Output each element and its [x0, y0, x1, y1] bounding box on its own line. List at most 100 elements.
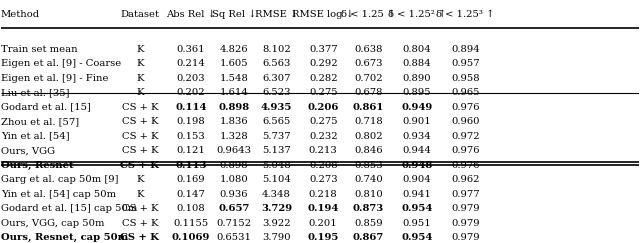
- Text: 0.898: 0.898: [220, 161, 248, 170]
- Text: 0.962: 0.962: [451, 175, 480, 184]
- Text: CS + K: CS + K: [122, 219, 158, 228]
- Text: Eigen et al. [9] - Fine: Eigen et al. [9] - Fine: [1, 74, 108, 83]
- Text: Godard et al. [15] cap 50m: Godard et al. [15] cap 50m: [1, 204, 137, 213]
- Text: K: K: [136, 175, 143, 184]
- Text: 0.9643: 0.9643: [216, 146, 252, 155]
- Text: 4.935: 4.935: [261, 103, 292, 112]
- Text: 0.951: 0.951: [403, 219, 431, 228]
- Text: 0.904: 0.904: [403, 175, 431, 184]
- Text: 0.901: 0.901: [403, 117, 431, 126]
- Text: Ours, Resnet, cap 50m: Ours, Resnet, cap 50m: [1, 233, 128, 242]
- Text: 0.802: 0.802: [354, 132, 383, 141]
- Text: K: K: [136, 74, 143, 83]
- Text: 0.977: 0.977: [451, 190, 480, 199]
- Text: 6.523: 6.523: [262, 88, 291, 97]
- Text: δ < 1.25 ↑: δ < 1.25 ↑: [341, 10, 396, 19]
- Text: 0.673: 0.673: [355, 59, 383, 68]
- Text: 0.1155: 0.1155: [173, 219, 209, 228]
- Text: 0.153: 0.153: [177, 132, 205, 141]
- Text: CS + K: CS + K: [120, 161, 159, 170]
- Text: 0.121: 0.121: [177, 146, 205, 155]
- Text: Yin et al. [54] cap 50m: Yin et al. [54] cap 50m: [1, 190, 116, 199]
- Text: 0.108: 0.108: [177, 204, 205, 213]
- Text: 0.275: 0.275: [309, 88, 337, 97]
- Text: 0.894: 0.894: [451, 45, 480, 54]
- Text: 0.114: 0.114: [175, 103, 207, 112]
- Text: 1.080: 1.080: [220, 175, 248, 184]
- Text: Garg et al. cap 50m [9]: Garg et al. cap 50m [9]: [1, 175, 118, 184]
- Text: 6.565: 6.565: [262, 117, 291, 126]
- Text: 6.563: 6.563: [262, 59, 291, 68]
- Text: 0.377: 0.377: [309, 45, 337, 54]
- Text: 0.275: 0.275: [309, 117, 337, 126]
- Text: 0.867: 0.867: [353, 233, 384, 242]
- Text: 0.213: 0.213: [309, 146, 337, 155]
- Text: 0.194: 0.194: [307, 204, 339, 213]
- Text: 4.826: 4.826: [220, 45, 248, 54]
- Text: K: K: [136, 59, 143, 68]
- Text: 8.102: 8.102: [262, 45, 291, 54]
- Text: Train set mean: Train set mean: [1, 45, 77, 54]
- Text: 0.960: 0.960: [451, 117, 480, 126]
- Text: Method: Method: [1, 10, 40, 19]
- Text: K: K: [136, 45, 143, 54]
- Text: CS + K: CS + K: [122, 132, 158, 141]
- Text: Sq Rel ↓: Sq Rel ↓: [212, 10, 256, 19]
- Text: 0.292: 0.292: [309, 59, 337, 68]
- Text: 0.740: 0.740: [354, 175, 383, 184]
- Text: 0.944: 0.944: [403, 146, 431, 155]
- Text: 0.859: 0.859: [354, 219, 383, 228]
- Text: 5.104: 5.104: [262, 175, 291, 184]
- Text: Abs Rel ↓: Abs Rel ↓: [166, 10, 216, 19]
- Text: 1.328: 1.328: [220, 132, 248, 141]
- Text: CS + K: CS + K: [122, 103, 158, 112]
- Text: 0.202: 0.202: [177, 88, 205, 97]
- Text: 4.348: 4.348: [262, 190, 291, 199]
- Text: 0.208: 0.208: [309, 161, 337, 170]
- Text: 0.936: 0.936: [220, 190, 248, 199]
- Text: 1.614: 1.614: [220, 88, 248, 97]
- Text: 0.6531: 0.6531: [216, 233, 252, 242]
- Text: 0.976: 0.976: [451, 146, 480, 155]
- Text: 0.934: 0.934: [403, 132, 431, 141]
- Text: 0.979: 0.979: [451, 219, 480, 228]
- Text: Dataset: Dataset: [120, 10, 159, 19]
- Text: 0.976: 0.976: [451, 103, 480, 112]
- Text: 0.941: 0.941: [403, 190, 431, 199]
- Text: 0.810: 0.810: [354, 190, 383, 199]
- Text: 0.113: 0.113: [175, 161, 207, 170]
- Text: 0.957: 0.957: [451, 59, 480, 68]
- Text: 0.198: 0.198: [177, 117, 205, 126]
- Text: CS + K: CS + K: [122, 146, 158, 155]
- Text: RMSE ↓: RMSE ↓: [255, 10, 298, 19]
- Text: 0.853: 0.853: [354, 161, 383, 170]
- Text: K: K: [136, 88, 143, 97]
- Text: 0.206: 0.206: [307, 103, 339, 112]
- Text: Godard et al. [15]: Godard et al. [15]: [1, 103, 91, 112]
- Text: 0.972: 0.972: [451, 132, 480, 141]
- Text: 1.605: 1.605: [220, 59, 248, 68]
- Text: Eigen et al. [9] - Coarse: Eigen et al. [9] - Coarse: [1, 59, 121, 68]
- Text: Ours, VGG: Ours, VGG: [1, 146, 55, 155]
- Text: 5.737: 5.737: [262, 132, 291, 141]
- Text: 0.169: 0.169: [177, 175, 205, 184]
- Text: 0.884: 0.884: [403, 59, 431, 68]
- Text: RMSE log ↓: RMSE log ↓: [292, 10, 354, 19]
- Text: CS + K: CS + K: [120, 233, 159, 242]
- Text: Ours, VGG, cap 50m: Ours, VGG, cap 50m: [1, 219, 104, 228]
- Text: 0.890: 0.890: [403, 74, 431, 83]
- Text: 0.203: 0.203: [177, 74, 205, 83]
- Text: CS + K: CS + K: [122, 117, 158, 126]
- Text: 0.282: 0.282: [309, 74, 337, 83]
- Text: 1.548: 1.548: [220, 74, 248, 83]
- Text: 0.804: 0.804: [403, 45, 431, 54]
- Text: 0.147: 0.147: [177, 190, 205, 199]
- Text: 0.861: 0.861: [353, 103, 384, 112]
- Text: 0.7152: 0.7152: [216, 219, 252, 228]
- Text: 0.846: 0.846: [354, 146, 383, 155]
- Text: 0.718: 0.718: [354, 117, 383, 126]
- Text: K: K: [136, 190, 143, 199]
- Text: 6.307: 6.307: [262, 74, 291, 83]
- Text: 0.702: 0.702: [354, 74, 383, 83]
- Text: δ < 1.25² ↑: δ < 1.25² ↑: [388, 10, 446, 19]
